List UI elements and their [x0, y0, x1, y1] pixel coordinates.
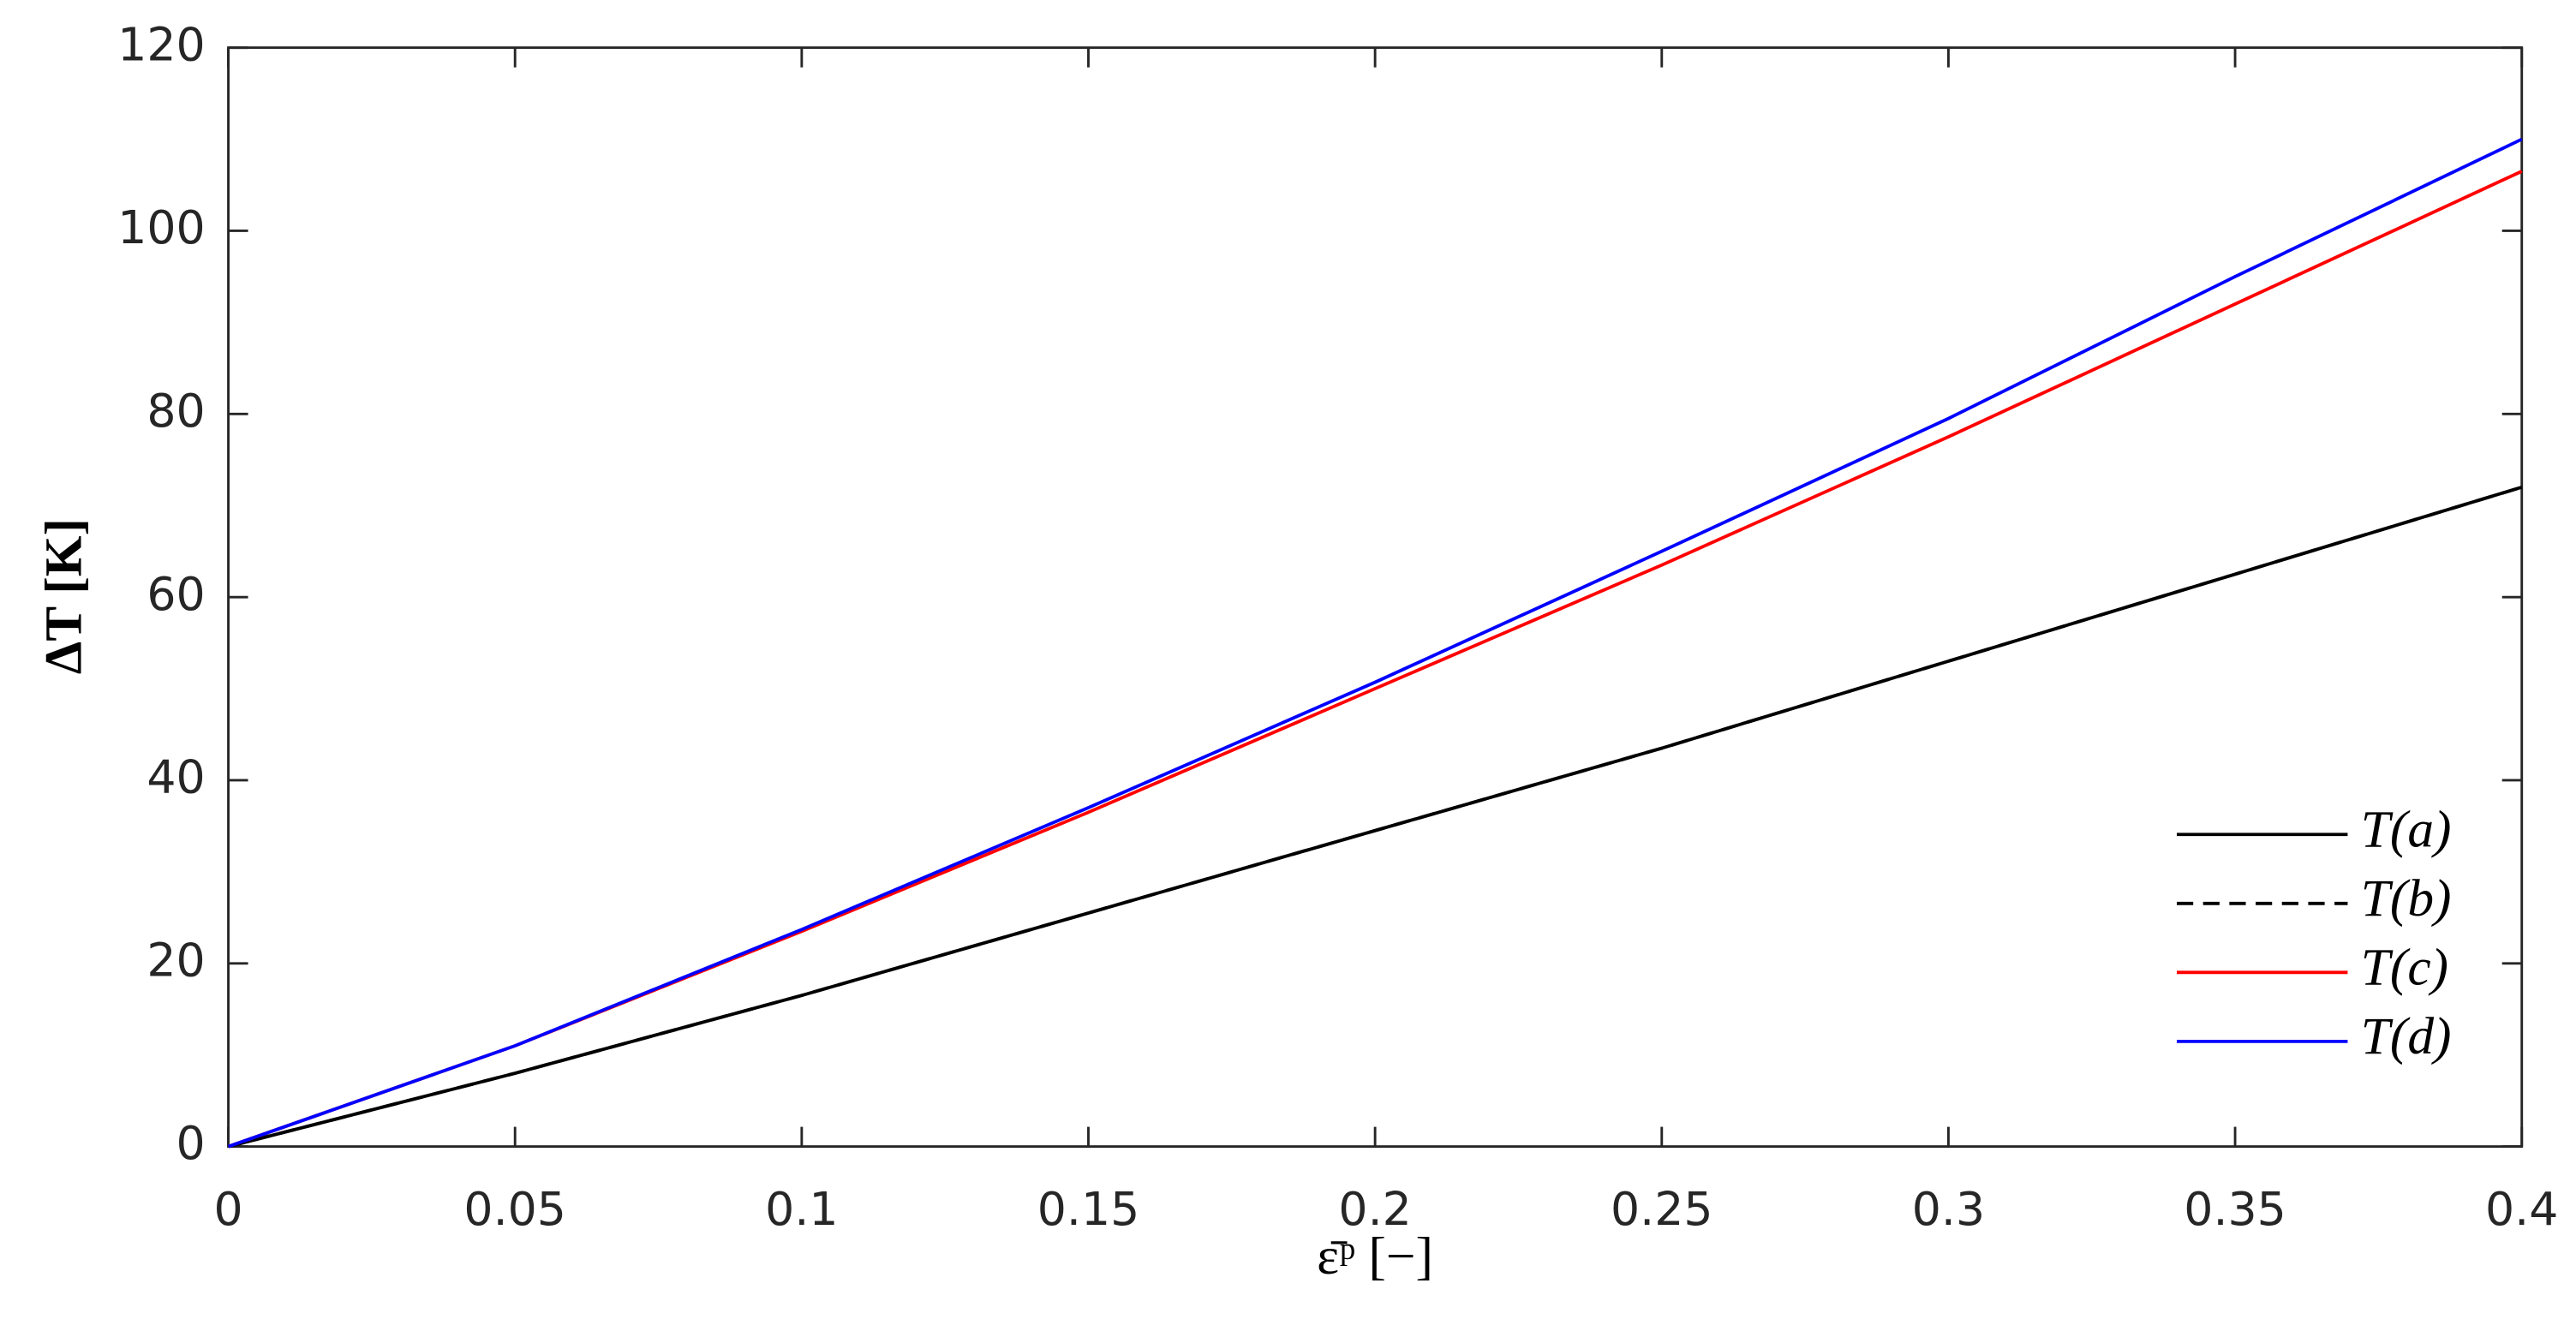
legend-label: T(d) — [2361, 1007, 2452, 1065]
x-tick-label: 0.3 — [1912, 1182, 1985, 1236]
y-tick-label: 80 — [146, 384, 205, 438]
series-line — [227, 137, 2523, 1149]
y-tick-label: 40 — [146, 750, 205, 804]
y-axis-label: ΔT [K] — [35, 518, 93, 674]
x-tick-label: 0.4 — [2485, 1182, 2558, 1236]
y-tick-label: 60 — [146, 567, 205, 621]
plot-area — [227, 46, 2524, 1149]
y-tick-label: 20 — [146, 933, 205, 987]
x-tick-label: 0.35 — [2184, 1182, 2286, 1236]
y-tick-label: 0 — [176, 1116, 206, 1170]
x-tick-label: 0.15 — [1037, 1182, 1140, 1236]
x-axis-label: ε̄ᵖ [−] — [1317, 1227, 1433, 1286]
x-tick-label: 0 — [213, 1182, 242, 1236]
series-line — [228, 485, 2523, 1149]
x-tick-label: 0.05 — [463, 1182, 566, 1236]
x-tick-label: 0.25 — [1611, 1182, 1713, 1236]
legend-label: T(a) — [2361, 800, 2452, 858]
y-tick-label: 120 — [117, 17, 205, 71]
x-tick-label: 0.2 — [1338, 1182, 1411, 1236]
x-tick-label: 0.1 — [765, 1182, 838, 1236]
legend-label: T(c) — [2361, 938, 2448, 996]
y-tick-label: 100 — [117, 200, 205, 254]
legend-label: T(b) — [2361, 869, 2452, 928]
